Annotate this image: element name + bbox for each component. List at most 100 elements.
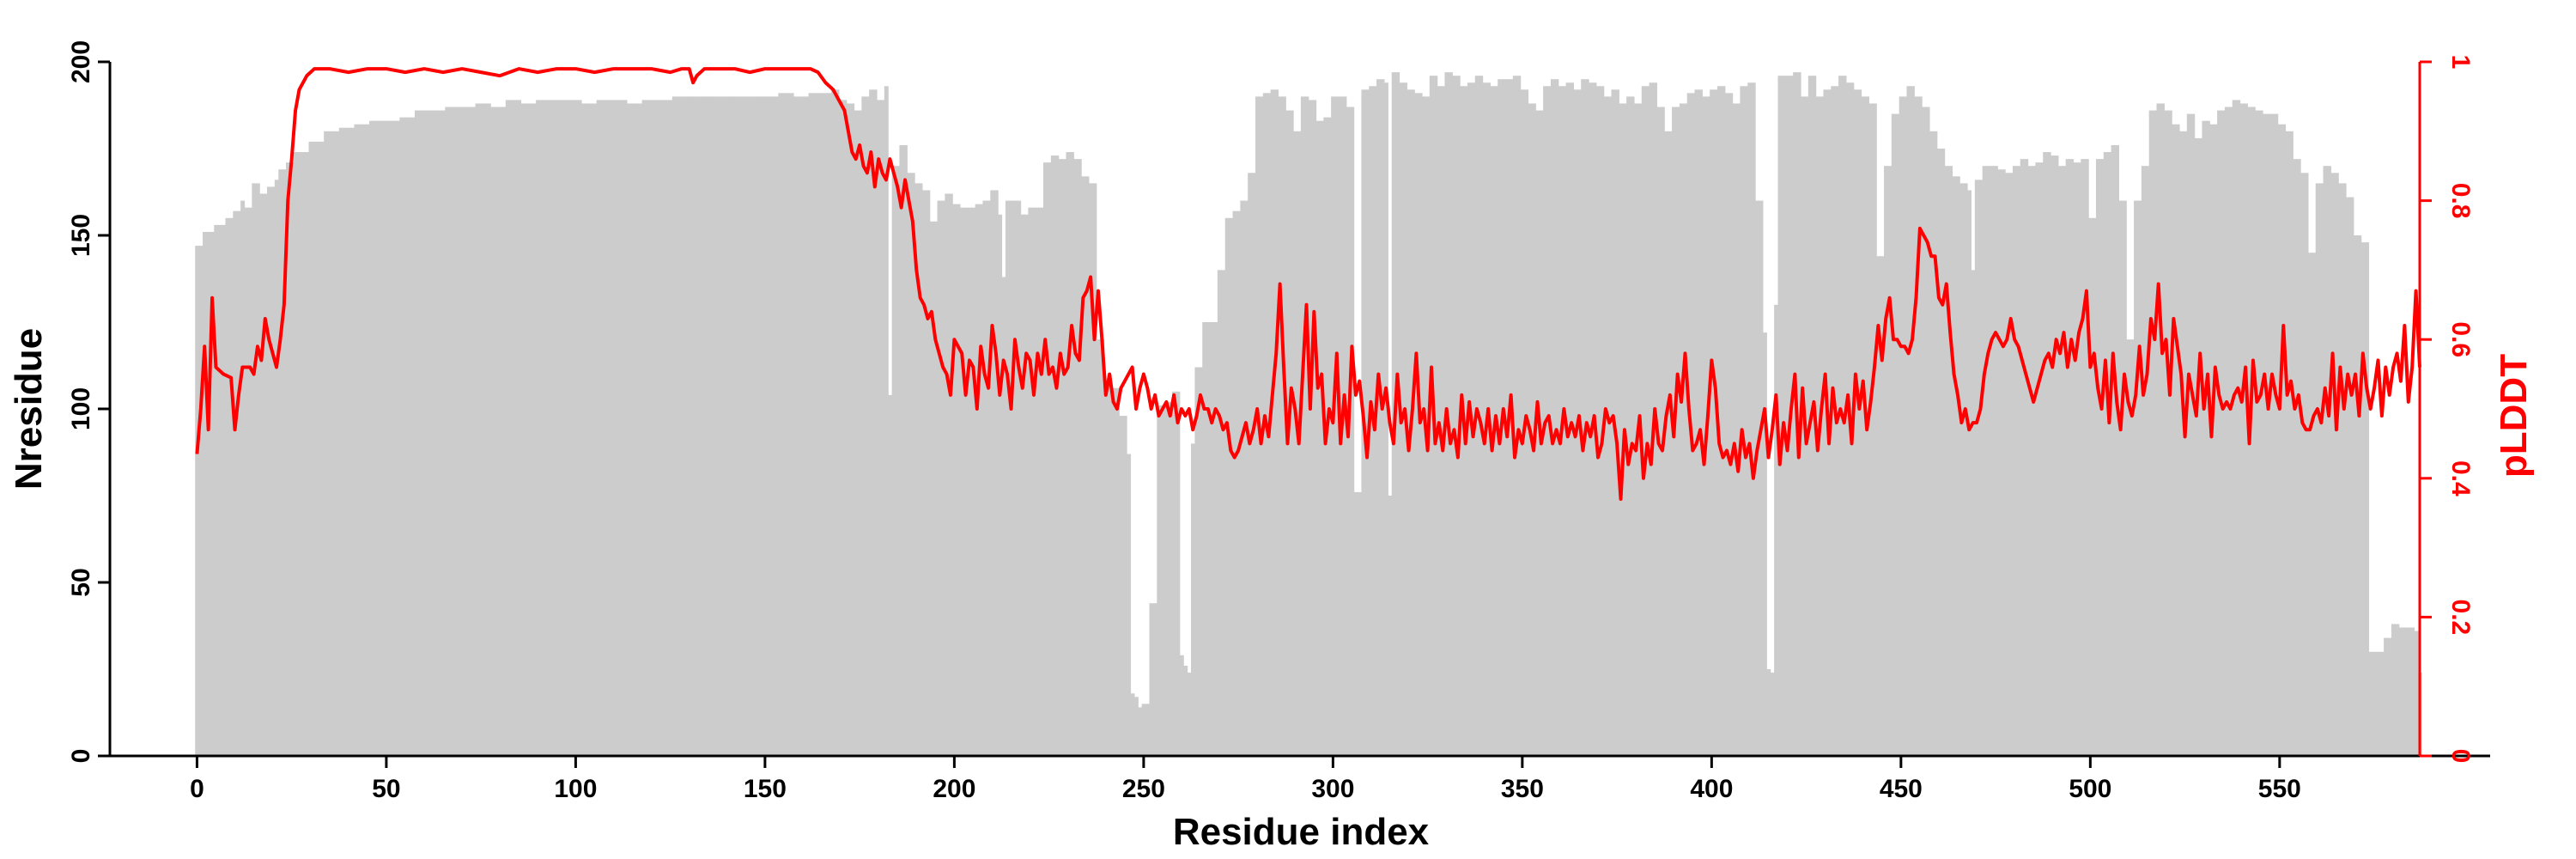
nresidue-bar bbox=[1111, 387, 1116, 756]
nresidue-bar bbox=[1785, 76, 1790, 756]
nresidue-bar bbox=[1922, 107, 1927, 756]
nresidue-bar bbox=[1978, 180, 1984, 757]
nresidue-bar bbox=[2255, 110, 2260, 756]
nresidue-bar bbox=[1383, 82, 1388, 757]
nresidue-bar bbox=[437, 110, 442, 756]
nresidue-bar bbox=[456, 107, 461, 756]
nresidue-bar bbox=[467, 107, 472, 756]
nresidue-bar bbox=[2038, 162, 2044, 756]
nresidue-bar bbox=[2115, 144, 2120, 756]
nresidue-bar bbox=[630, 103, 635, 757]
nresidue-bar bbox=[857, 110, 862, 756]
nresidue-bar bbox=[244, 207, 249, 756]
left-y-tick-label: 0 bbox=[67, 749, 95, 764]
nresidue-bar bbox=[800, 96, 805, 756]
nresidue-bar bbox=[308, 141, 313, 757]
nresidue-bar bbox=[380, 120, 386, 756]
nresidue-bar bbox=[744, 96, 749, 756]
x-axis-title: Residue index bbox=[1173, 811, 1430, 853]
nresidue-bar bbox=[607, 100, 612, 756]
nresidue-bar bbox=[555, 100, 560, 756]
nresidue-bar bbox=[471, 107, 477, 756]
nresidue-bar bbox=[1963, 183, 1968, 756]
nresidue-bar bbox=[896, 166, 901, 756]
nresidue-bar bbox=[588, 103, 593, 757]
nresidue-bar bbox=[2081, 159, 2086, 756]
nresidue-bar bbox=[2304, 173, 2309, 756]
nresidue-bar bbox=[1092, 183, 1097, 756]
nresidue-bars bbox=[195, 72, 2422, 757]
nresidue-bar bbox=[203, 231, 208, 757]
nresidue-bar bbox=[1857, 89, 1862, 756]
nresidue-bar bbox=[952, 204, 957, 756]
nresidue-bar bbox=[2065, 159, 2070, 756]
nresidue-bar bbox=[2103, 152, 2108, 757]
nresidue-bar bbox=[1304, 96, 1309, 756]
nresidue-bar bbox=[2293, 159, 2298, 756]
nresidue-bar bbox=[1649, 82, 1654, 757]
nresidue-bar bbox=[2062, 166, 2067, 756]
left-y-tick-label: 50 bbox=[67, 568, 95, 596]
nresidue-bar bbox=[1281, 96, 1286, 756]
nresidue-bar bbox=[2243, 103, 2248, 757]
nresidue-bar bbox=[1334, 96, 1340, 756]
nresidue-bar bbox=[1774, 304, 1779, 756]
nresidue-bar bbox=[1815, 96, 1820, 756]
nresidue-bar bbox=[1198, 367, 1203, 756]
nresidue-bar bbox=[274, 180, 279, 757]
nresidue-bar bbox=[524, 103, 529, 757]
nresidue-bar bbox=[2178, 131, 2184, 757]
nresidue-bar bbox=[1906, 86, 1911, 756]
nresidue-bar bbox=[2160, 103, 2165, 757]
nresidue-bar bbox=[1736, 103, 1741, 757]
nresidue-bar bbox=[2353, 235, 2358, 756]
nresidue-bar bbox=[448, 107, 453, 756]
nresidue-bar bbox=[2095, 159, 2100, 756]
nresidue-bar bbox=[1441, 86, 1446, 756]
nresidue-bar bbox=[1868, 103, 1874, 757]
nresidue-bar bbox=[918, 183, 923, 756]
nresidue-bar bbox=[536, 100, 541, 756]
nresidue-bar bbox=[762, 96, 768, 756]
nresidue-bar bbox=[1997, 169, 2002, 757]
nresidue-bar bbox=[1229, 217, 1234, 757]
nresidue-bar bbox=[2403, 627, 2408, 756]
nresidue-bar bbox=[1149, 603, 1154, 756]
nresidue-bar bbox=[2395, 624, 2400, 756]
nresidue-bar bbox=[1698, 89, 1703, 756]
nresidue-bar bbox=[1300, 96, 1305, 756]
nresidue-bar bbox=[956, 204, 961, 756]
right-y-tick-label: 0 bbox=[2446, 749, 2475, 764]
nresidue-bar bbox=[2288, 131, 2293, 757]
nresidue-bar bbox=[195, 246, 200, 756]
nresidue-bar bbox=[1986, 166, 1991, 756]
nresidue-bar bbox=[1766, 669, 1771, 756]
nresidue-bar bbox=[2236, 100, 2241, 756]
nresidue-bar bbox=[933, 221, 939, 757]
nresidue-bar bbox=[2209, 124, 2215, 757]
nresidue-bar bbox=[736, 96, 741, 756]
nresidue-bar bbox=[1039, 207, 1044, 756]
nresidue-bar bbox=[638, 103, 643, 757]
nresidue-bar bbox=[2099, 159, 2105, 756]
plddt-line bbox=[195, 67, 2421, 502]
nresidue-bar bbox=[547, 100, 552, 756]
nresidue-bar bbox=[838, 100, 843, 756]
nresidue-bar bbox=[1259, 96, 1264, 756]
nresidue-bar bbox=[225, 217, 230, 757]
nresidue-bar bbox=[1520, 89, 1525, 756]
nresidue-bar bbox=[971, 207, 976, 756]
nresidue-bar bbox=[1694, 89, 1699, 756]
nresidue-bar bbox=[717, 96, 722, 756]
right-y-tick-label: 0.6 bbox=[2446, 321, 2475, 357]
nresidue-bar bbox=[346, 127, 351, 756]
nresidue-bar bbox=[1595, 86, 1601, 756]
nresidue-bar bbox=[945, 193, 950, 756]
x-tick-label: 50 bbox=[372, 775, 400, 803]
nresidue-bar bbox=[1959, 183, 1965, 756]
nresidue-bar bbox=[1917, 96, 1923, 756]
nresidue-bar bbox=[1933, 131, 1938, 757]
nresidue-bar bbox=[1516, 76, 1522, 756]
nresidue-bar bbox=[2346, 197, 2351, 756]
nresidue-bar bbox=[926, 190, 931, 757]
